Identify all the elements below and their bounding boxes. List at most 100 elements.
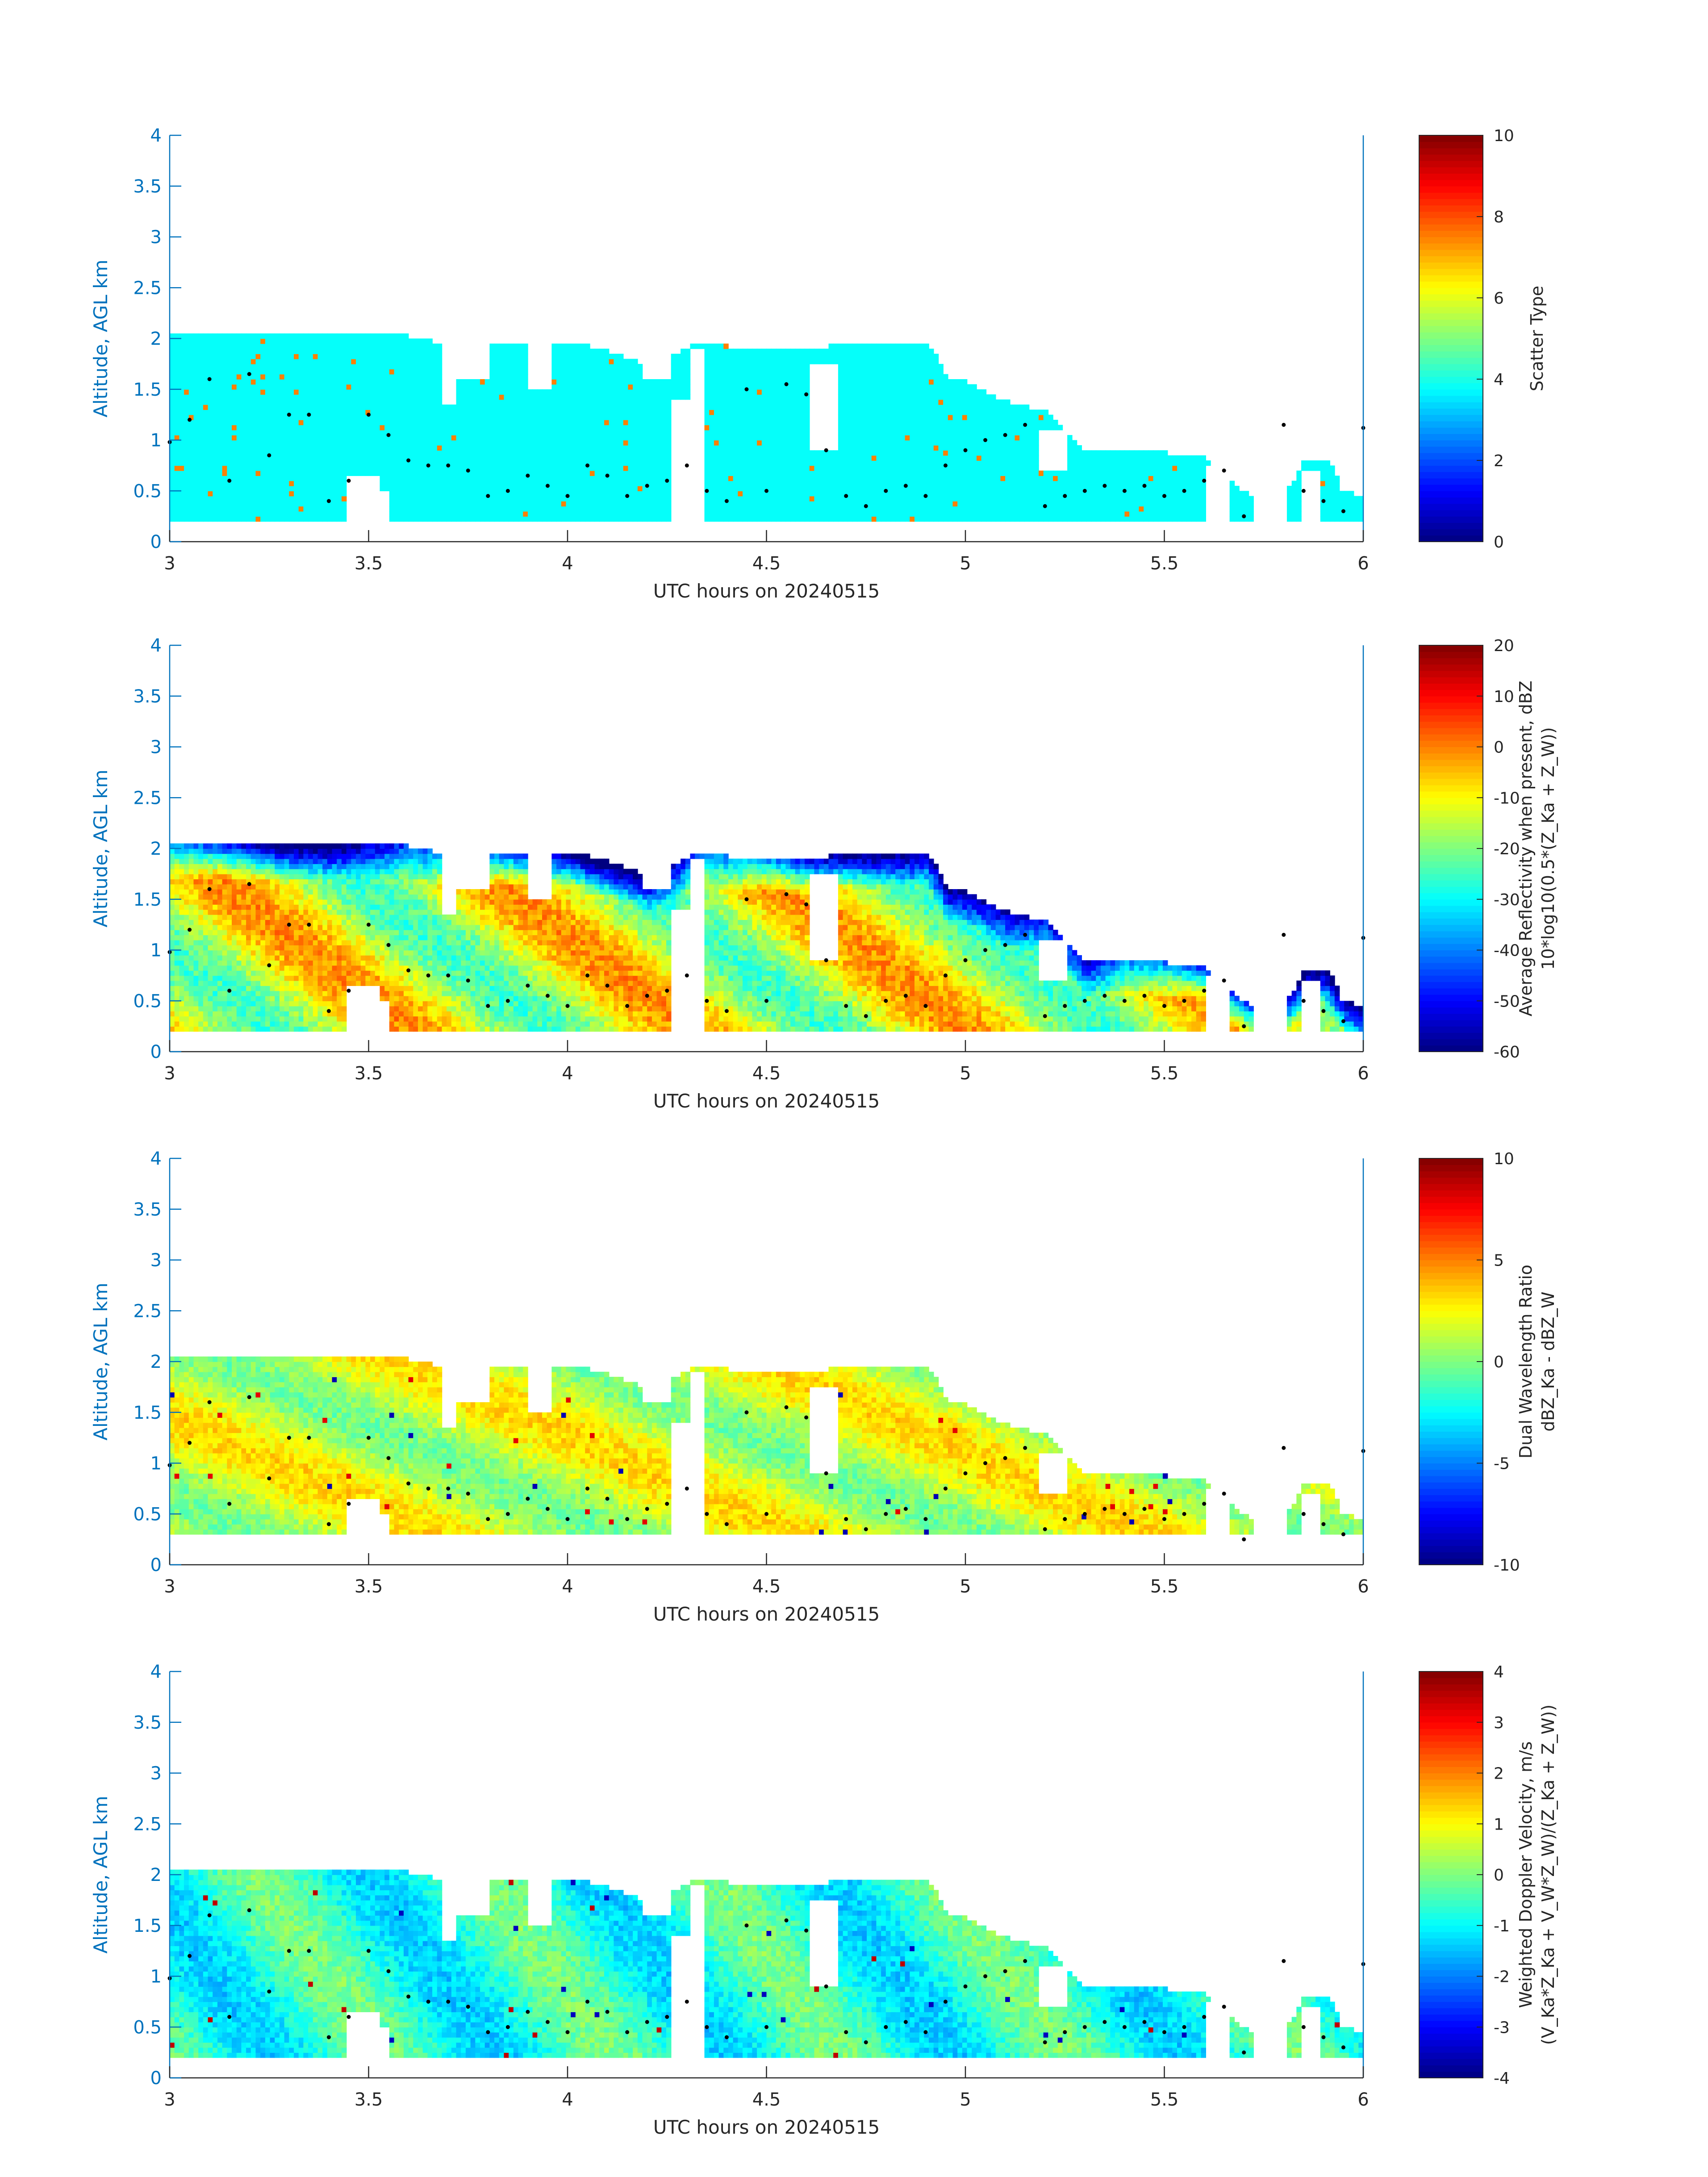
heatmap-cell [914, 485, 920, 492]
heatmap-cell [867, 430, 872, 435]
heatmap-cell [222, 425, 228, 430]
heatmap-cell [556, 506, 562, 512]
heatmap-cell [838, 430, 844, 435]
heatmap-cell [766, 501, 772, 507]
heatmap-cell [714, 506, 719, 512]
heatmap-cell [651, 511, 657, 517]
heatmap-cell [270, 333, 276, 339]
heatmap-cell [308, 491, 313, 497]
heatmap-cell [484, 420, 490, 426]
heatmap-cell [843, 476, 848, 481]
heatmap-cell [465, 394, 471, 400]
heatmap-cell [781, 414, 786, 420]
heatmap-cell [260, 389, 266, 395]
heatmap-cell [733, 420, 739, 426]
heatmap-cell [594, 425, 600, 430]
heatmap-cell [413, 440, 418, 446]
heatmap-cell [484, 414, 490, 420]
heatmap-cell [360, 354, 366, 359]
heatmap-cell [704, 440, 710, 446]
heatmap-cell [585, 425, 590, 430]
heatmap-cell [217, 374, 223, 380]
heatmap-cell [523, 481, 528, 486]
heatmap-cell [871, 485, 877, 492]
heatmap-cell [170, 333, 175, 339]
heatmap-cell [403, 481, 409, 486]
heatmap-cell [337, 485, 342, 492]
heatmap-cell [795, 348, 801, 354]
heatmap-cell [317, 389, 323, 395]
heatmap-cell [848, 364, 853, 370]
heatmap-cell [752, 425, 757, 430]
heatmap-cell [862, 348, 867, 354]
heatmap-cell [403, 440, 409, 446]
heatmap-cell [432, 435, 438, 441]
heatmap-cell [656, 404, 662, 410]
heatmap-cell [666, 394, 672, 400]
heatmap-cell [718, 425, 724, 430]
heatmap-cell [284, 343, 290, 349]
heatmap-cell [231, 359, 237, 364]
heatmap-cell [848, 379, 853, 385]
heatmap-cell [532, 445, 538, 451]
heatmap-cell [184, 501, 189, 507]
heatmap-cell [728, 369, 734, 375]
heatmap-cell [389, 369, 395, 375]
heatmap-cell [279, 485, 285, 492]
heatmap-cell [360, 455, 366, 461]
heatmap-cell [848, 409, 853, 415]
heatmap-cell [236, 511, 242, 517]
heatmap-cell [432, 369, 438, 375]
heatmap-cell [432, 506, 438, 512]
heatmap-cell [480, 445, 485, 451]
heatmap-cell [179, 374, 184, 380]
heatmap-cell [470, 414, 476, 420]
heatmap-cell [193, 476, 199, 481]
heatmap-cell [260, 506, 266, 512]
heatmap-cell [217, 476, 223, 481]
heatmap-cell [470, 491, 476, 497]
heatmap-cell [332, 501, 338, 507]
heatmap-cell [389, 445, 395, 451]
heatmap-cell [537, 435, 543, 441]
heatmap-cell [251, 374, 256, 380]
heatmap-cell [661, 516, 667, 522]
heatmap-cell [594, 394, 600, 400]
heatmap-cell [819, 465, 824, 471]
heatmap-cell [895, 450, 901, 456]
heatmap-cell [289, 348, 294, 354]
heatmap-cell [709, 343, 714, 349]
heatmap-cell [260, 354, 266, 359]
heatmap-cell [174, 348, 180, 354]
heatmap-cell [504, 516, 509, 522]
heatmap-cell [781, 374, 786, 380]
heatmap-cell [499, 450, 505, 456]
heatmap-cell [236, 440, 242, 446]
heatmap-cell [451, 445, 457, 451]
heatmap-cell [279, 445, 285, 451]
heatmap-cell [589, 384, 595, 390]
heatmap-cell [327, 338, 333, 344]
heatmap-cell [351, 384, 356, 390]
heatmap-cell [270, 506, 276, 512]
heatmap-cell [432, 450, 438, 456]
heatmap-cell [633, 369, 638, 375]
heatmap-cell [547, 501, 552, 507]
heatmap-cell [251, 455, 256, 461]
heatmap-cell [609, 481, 614, 486]
heatmap-cell [571, 450, 576, 456]
heatmap-cell [489, 404, 495, 410]
heatmap-cell [494, 364, 500, 370]
heatmap-cell [370, 414, 376, 420]
heatmap-cell [389, 435, 395, 441]
heatmap-cell [422, 374, 428, 380]
heatmap-cell [876, 364, 881, 370]
heatmap-cell [222, 384, 228, 390]
heatmap-cell [738, 516, 743, 522]
heatmap-cell [776, 399, 781, 405]
heatmap-cell [876, 476, 881, 481]
heatmap-cell [881, 343, 886, 349]
heatmap-cell [867, 460, 872, 466]
heatmap-cell [518, 409, 524, 415]
heatmap-cell [666, 470, 672, 476]
